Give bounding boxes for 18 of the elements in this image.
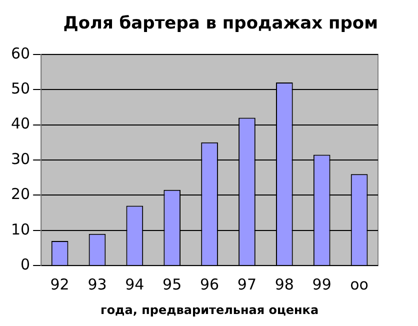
y-tick-label: 20	[10, 185, 30, 204]
y-tick-label: 10	[10, 220, 30, 238]
x-tick-label: 94	[125, 275, 144, 294]
x-tick-label: 98	[274, 275, 294, 294]
y-tick-label: 30	[10, 150, 30, 168]
x-tick-label: 99	[312, 275, 332, 294]
x-tick-label: 93	[88, 275, 107, 294]
y-tick-label: 50	[10, 79, 30, 98]
x-tick-label: 96	[200, 275, 220, 294]
x-tick-label: 97	[237, 275, 257, 294]
y-tick-label: 40	[10, 114, 30, 133]
x-tick-label: 92	[50, 275, 70, 294]
chart-title: Доля бартера в продажах пром	[63, 14, 378, 34]
x-axis-title: года, предварительная оценка	[100, 302, 319, 317]
y-tick-label: 0	[20, 255, 30, 274]
x-tick-label: oo	[350, 275, 368, 294]
y-tick-label: 60	[10, 44, 30, 62]
x-tick-label: 95	[162, 275, 182, 294]
